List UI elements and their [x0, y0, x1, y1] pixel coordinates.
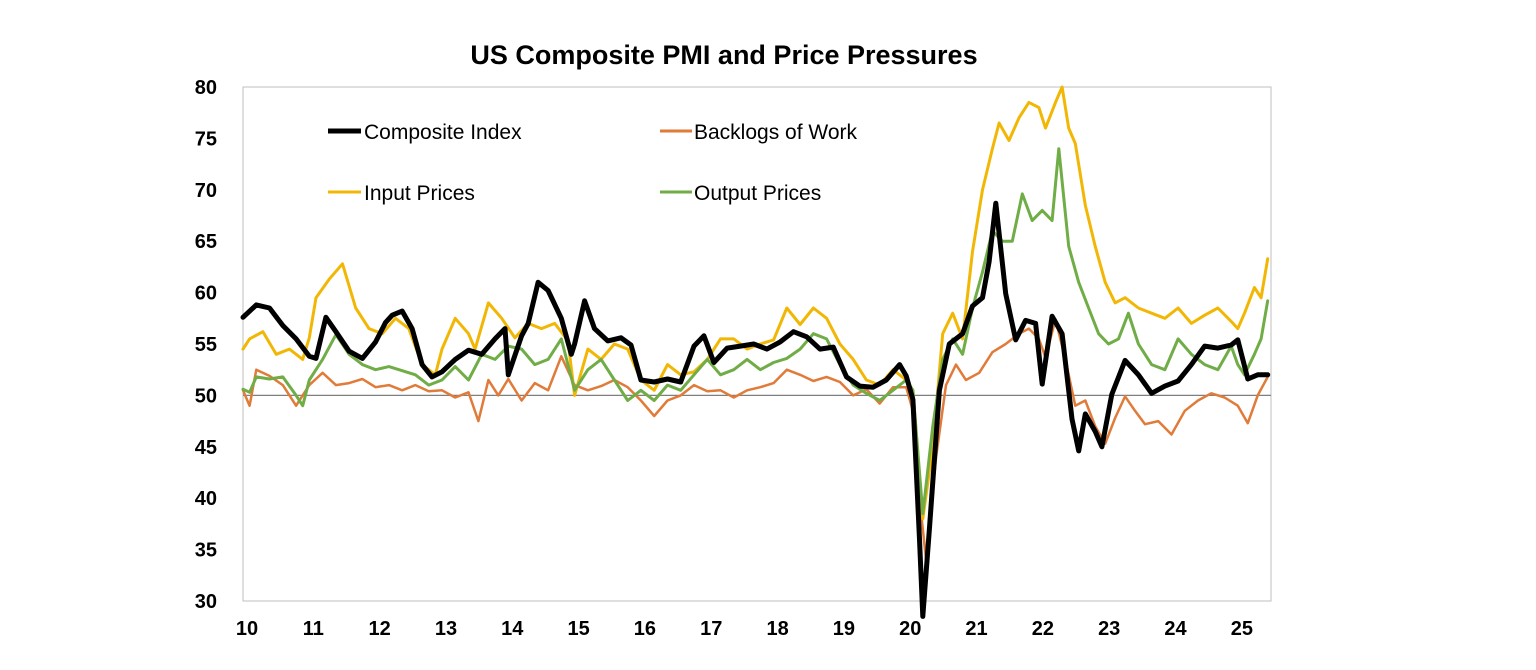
y-tick-label: 40: [195, 488, 217, 510]
series-line-composite-index: [240, 200, 1271, 619]
series-line-backlogs-of-work: [241, 318, 1269, 562]
x-tick-label: 17: [700, 618, 722, 640]
legend: Composite Index Backlogs of Work Input P…: [328, 121, 858, 205]
y-tick-label: 30: [195, 591, 217, 613]
x-tick-label: 22: [1032, 618, 1054, 640]
legend-label-composite-index: Composite Index: [364, 121, 522, 144]
x-tick-label: 15: [567, 618, 589, 640]
x-tick-label: 23: [1098, 618, 1120, 640]
chart-title: US Composite PMI and Price Pressures: [470, 40, 977, 70]
y-tick-label: 55: [195, 334, 217, 356]
y-tick-label: 50: [195, 385, 217, 407]
x-tick-label: 14: [501, 618, 524, 640]
x-tick-label: 19: [833, 618, 855, 640]
y-tick-label: 35: [195, 540, 217, 562]
y-tick-label: 60: [195, 283, 217, 305]
x-tick-label: 10: [236, 618, 258, 640]
x-tick-label: 18: [766, 618, 788, 640]
x-tick-label: 13: [435, 618, 457, 640]
x-tick-label: 12: [369, 618, 391, 640]
x-tick-label: 25: [1231, 618, 1253, 640]
y-tick-label: 45: [195, 437, 217, 459]
y-tick-label: 70: [195, 180, 217, 202]
x-tick-label: 21: [965, 618, 987, 640]
plot-area: [242, 86, 1272, 602]
x-tick-label: 16: [634, 618, 656, 640]
y-tick-label: 75: [195, 128, 217, 150]
x-tick-label: 11: [303, 618, 324, 640]
legend-label-input-prices: Input Prices: [364, 182, 475, 205]
series-line-input-prices: [241, 85, 1270, 521]
y-tick-label: 65: [195, 231, 217, 253]
x-tick-label: 24: [1164, 618, 1187, 640]
legend-label-output-prices: Output Prices: [694, 182, 821, 205]
y-tick-label: 80: [195, 77, 217, 99]
legend-label-backlogs-of-work: Backlogs of Work: [694, 121, 858, 144]
x-tick-label: 20: [899, 618, 921, 640]
series-line-output-prices: [241, 147, 1270, 516]
